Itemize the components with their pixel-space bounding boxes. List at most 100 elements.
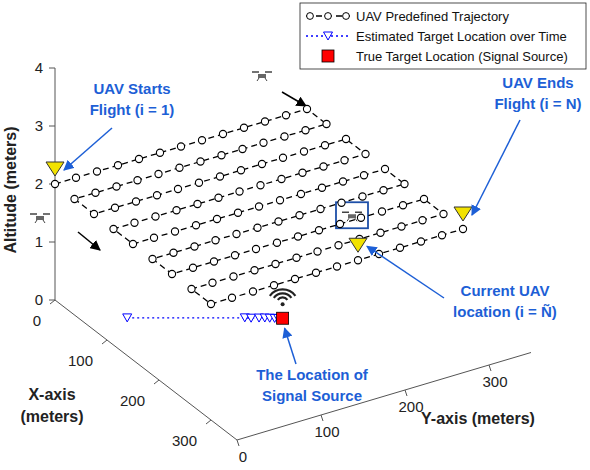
data-point xyxy=(249,288,256,295)
data-point xyxy=(270,282,277,289)
data-point xyxy=(209,279,216,286)
data-point xyxy=(401,180,408,187)
data-point xyxy=(176,164,183,171)
legend-text: True Target Location (Signal Source) xyxy=(356,49,568,64)
data-point xyxy=(92,189,99,196)
data-point xyxy=(152,213,159,220)
direction-arrow xyxy=(78,232,100,250)
data-point xyxy=(135,155,142,162)
data-point xyxy=(168,270,175,277)
data-point xyxy=(129,240,136,247)
data-point xyxy=(239,145,246,152)
data-point xyxy=(170,249,177,256)
data-point xyxy=(171,228,178,235)
data-point xyxy=(336,220,343,227)
drone-leg xyxy=(35,220,37,223)
data-point xyxy=(114,162,121,169)
data-point xyxy=(380,187,387,194)
data-point xyxy=(300,148,307,155)
plot-area xyxy=(51,105,466,324)
data-point xyxy=(321,142,328,149)
data-point xyxy=(279,154,286,161)
data-point xyxy=(299,169,306,176)
data-point xyxy=(236,188,243,195)
z-tick xyxy=(49,126,55,127)
annotation-text: location (i = Ñ) xyxy=(453,303,557,320)
y-tick xyxy=(237,440,239,446)
data-point xyxy=(396,244,403,251)
x-tick-label: 0 xyxy=(33,312,41,329)
data-point xyxy=(312,269,319,276)
data-point xyxy=(303,105,310,112)
data-point xyxy=(219,130,226,137)
data-point xyxy=(335,242,342,249)
data-point xyxy=(273,239,280,246)
x-tick xyxy=(154,380,159,384)
data-point xyxy=(362,150,369,157)
drone-icon xyxy=(30,214,50,223)
data-point xyxy=(354,257,361,264)
annotation-text: The Location of xyxy=(256,366,369,383)
data-point xyxy=(257,182,264,189)
data-point xyxy=(381,165,388,172)
data-point xyxy=(72,174,79,181)
wifi-arc xyxy=(274,293,292,297)
data-point xyxy=(155,170,162,177)
z-axis-label: Altitude (meters) xyxy=(2,126,19,253)
data-point xyxy=(231,252,238,259)
data-point xyxy=(333,263,340,270)
annotations: UAV StartsFlight (i = 1)UAV EndsFlight (… xyxy=(46,74,582,404)
data-point xyxy=(318,184,325,191)
data-point xyxy=(419,217,426,224)
data-point xyxy=(315,227,322,234)
data-point xyxy=(277,312,289,324)
annotation-marker xyxy=(46,162,64,176)
data-point xyxy=(341,157,348,164)
annotation-text: Current UAV xyxy=(461,282,550,299)
annotation-text: Flight (i = N) xyxy=(494,95,581,112)
data-point xyxy=(149,255,156,262)
y-tick xyxy=(321,415,323,421)
wifi-dot xyxy=(281,302,285,306)
legend-marker xyxy=(307,13,314,20)
data-point xyxy=(123,314,132,322)
data-point xyxy=(194,200,201,207)
data-point xyxy=(254,224,261,231)
annotation-marker xyxy=(349,238,367,252)
legend-text: Estimated Target Location over Time xyxy=(356,29,567,44)
z-tick-label: 4 xyxy=(35,59,43,76)
data-point xyxy=(320,163,327,170)
x-axis-label: (meters) xyxy=(20,408,83,425)
data-point xyxy=(234,209,241,216)
drone-rotor xyxy=(265,71,272,73)
y-tick-label: 100 xyxy=(314,423,339,440)
drone-body xyxy=(258,74,266,78)
z-tick-label: 1 xyxy=(35,233,43,250)
drone-rotor xyxy=(252,71,259,73)
data-point xyxy=(417,238,424,245)
drone-body xyxy=(348,214,356,218)
data-point xyxy=(398,223,405,230)
annotation-text: UAV Ends xyxy=(502,74,573,91)
data-point xyxy=(296,212,303,219)
data-point xyxy=(252,245,259,252)
data-point xyxy=(360,172,367,179)
data-point xyxy=(197,158,204,165)
data-point xyxy=(215,194,222,201)
data-point xyxy=(247,314,256,322)
data-point xyxy=(338,199,345,206)
data-point xyxy=(189,264,196,271)
data-point xyxy=(440,210,447,217)
data-point xyxy=(293,254,300,261)
data-point xyxy=(213,215,220,222)
data-point xyxy=(399,202,406,209)
drone-rotor xyxy=(43,213,50,215)
z-tick-label: 2 xyxy=(35,175,43,192)
data-point xyxy=(207,300,214,307)
data-point xyxy=(357,214,364,221)
annotation-arrow xyxy=(285,328,296,364)
data-point xyxy=(111,204,118,211)
data-point xyxy=(216,173,223,180)
data-point xyxy=(188,285,195,292)
data-point xyxy=(282,112,289,119)
